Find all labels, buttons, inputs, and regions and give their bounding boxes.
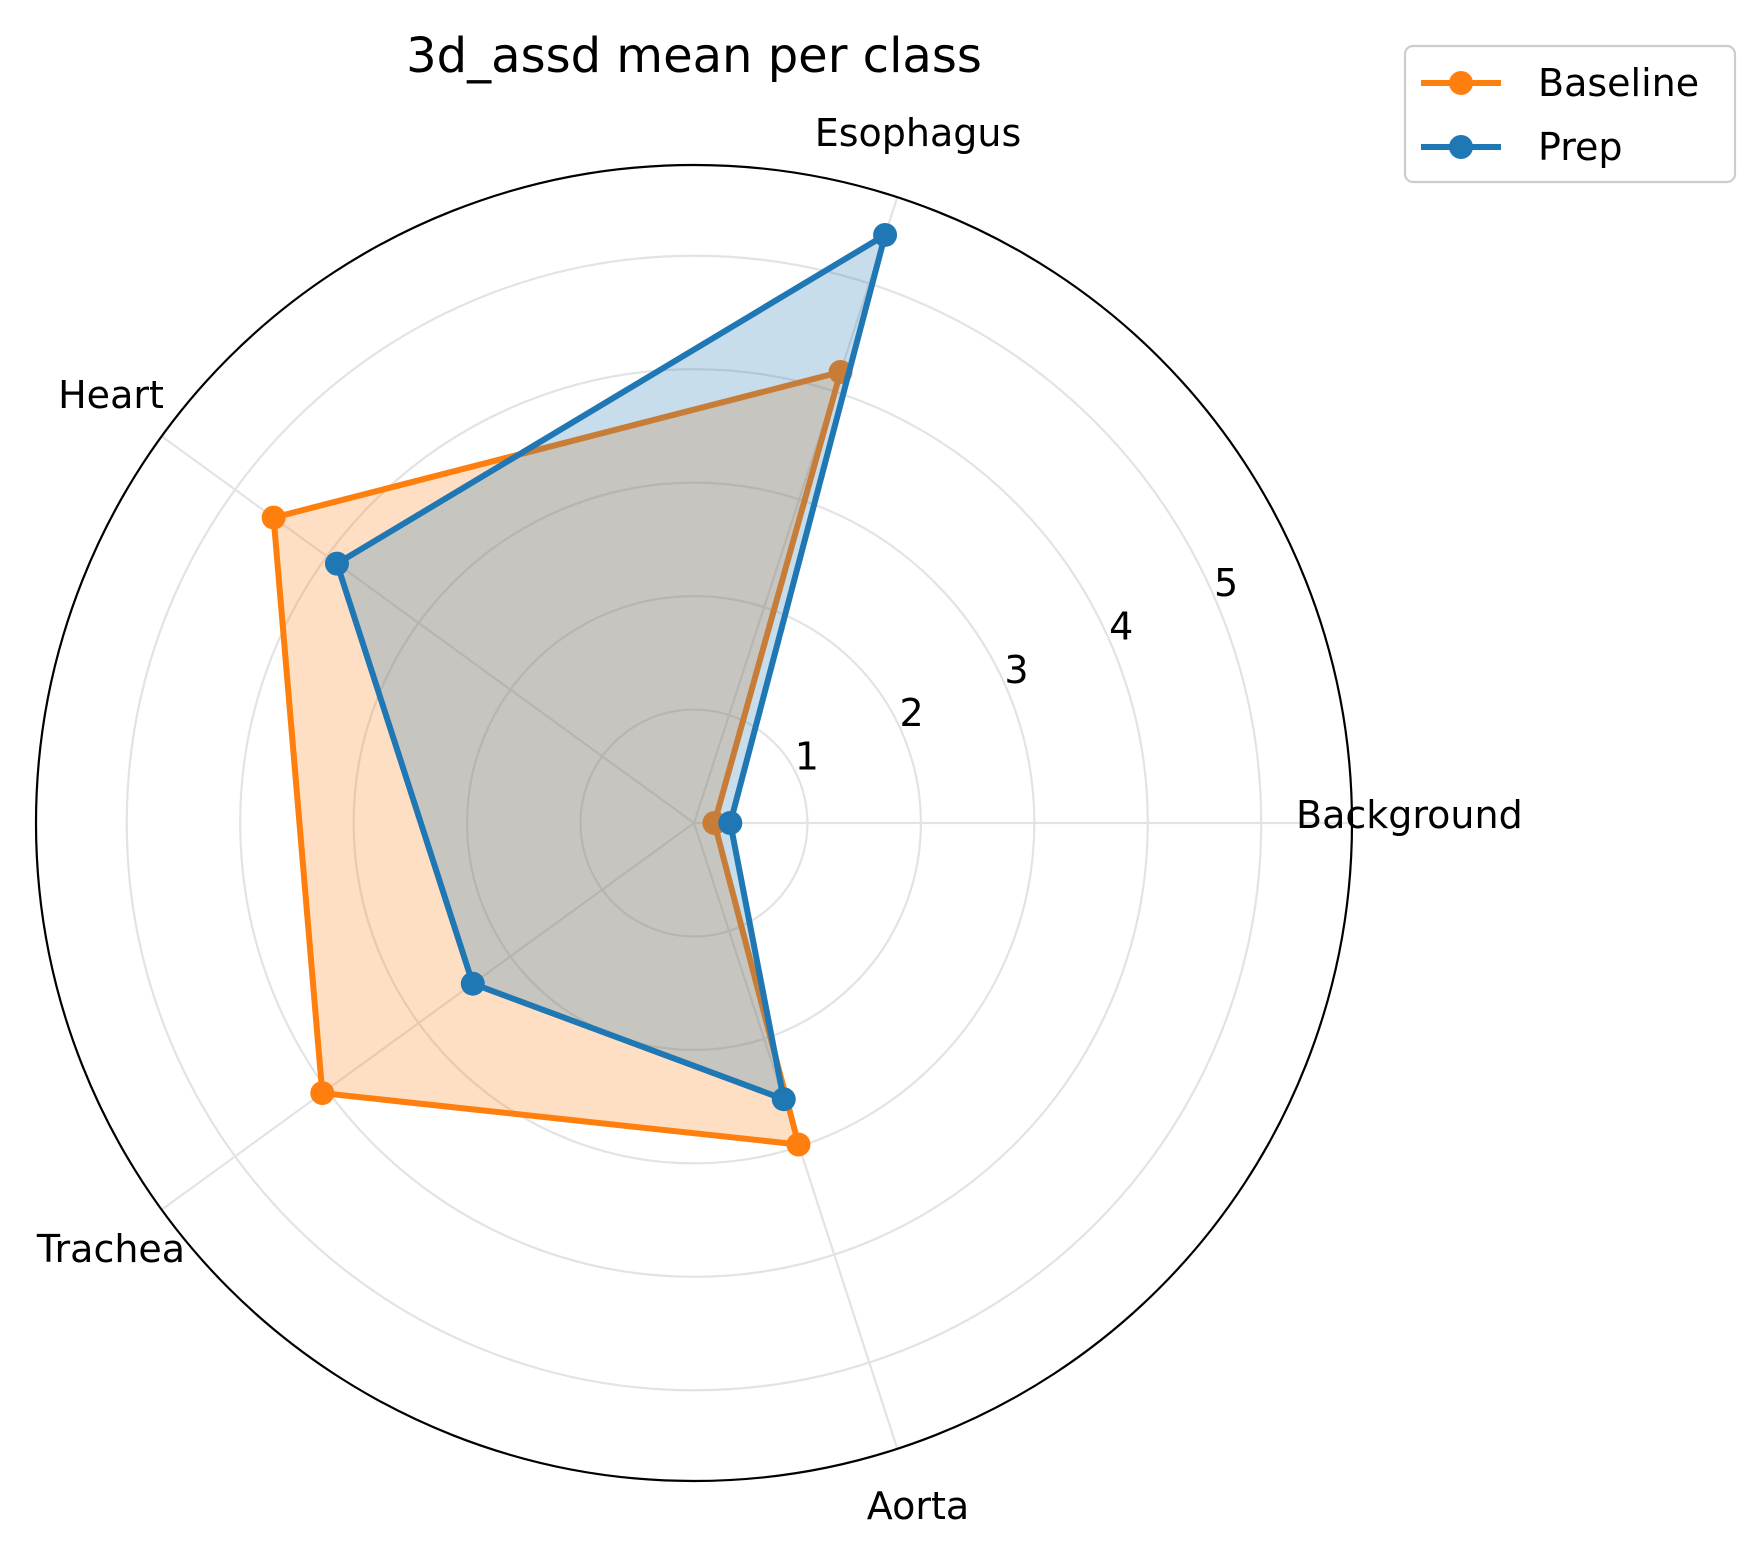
label-layer: Background Esophagus Heart Trachea Aorta 1 2 3 4… [36,111,1523,1528]
series-fill-baseline [273,372,841,1145]
radial-tick-label-4: 4 [1109,604,1133,648]
data-point-baseline-heart [261,505,286,530]
radial-tick-label-3: 3 [1004,648,1028,692]
chart-title: 3d_assd mean per class [406,28,982,84]
legend-label-prep: Prep [1538,125,1623,169]
series-fill-prep [337,235,886,1100]
data-point-baseline-trachea [310,1081,335,1106]
category-label-esophagus: Esophagus [815,111,1022,155]
series-layer [261,222,898,1157]
category-label-trachea: Trachea [36,1227,185,1271]
category-label-aorta: Aorta [867,1484,969,1528]
radial-tick-label-5: 5 [1214,561,1238,605]
legend: Baseline Prep [1403,44,1737,184]
outer-frame [34,163,1354,1483]
category-label-heart: Heart [58,373,164,417]
radial-tick-label-1: 1 [795,735,819,779]
category-label-background: Background [1296,793,1523,837]
data-point-baseline-aorta [786,1132,811,1157]
data-point-prep-background [718,811,743,835]
grid-spoke-4 [161,822,695,1211]
data-point-prep-aorta [771,1087,796,1112]
legend-label-baseline: Baseline [1538,61,1699,105]
grid-spoke-3 [161,435,695,824]
grid-spoke-2 [692,196,899,824]
data-point-prep-heart [324,551,349,576]
legend-marker-baseline [1449,71,1473,95]
series-line-prep [334,232,889,1103]
data-point-prep-trachea [460,971,485,996]
radial-tick-label-2: 2 [900,691,924,735]
data-point-prep-esophagus [873,222,898,247]
legend-marker-prep [1449,135,1473,159]
